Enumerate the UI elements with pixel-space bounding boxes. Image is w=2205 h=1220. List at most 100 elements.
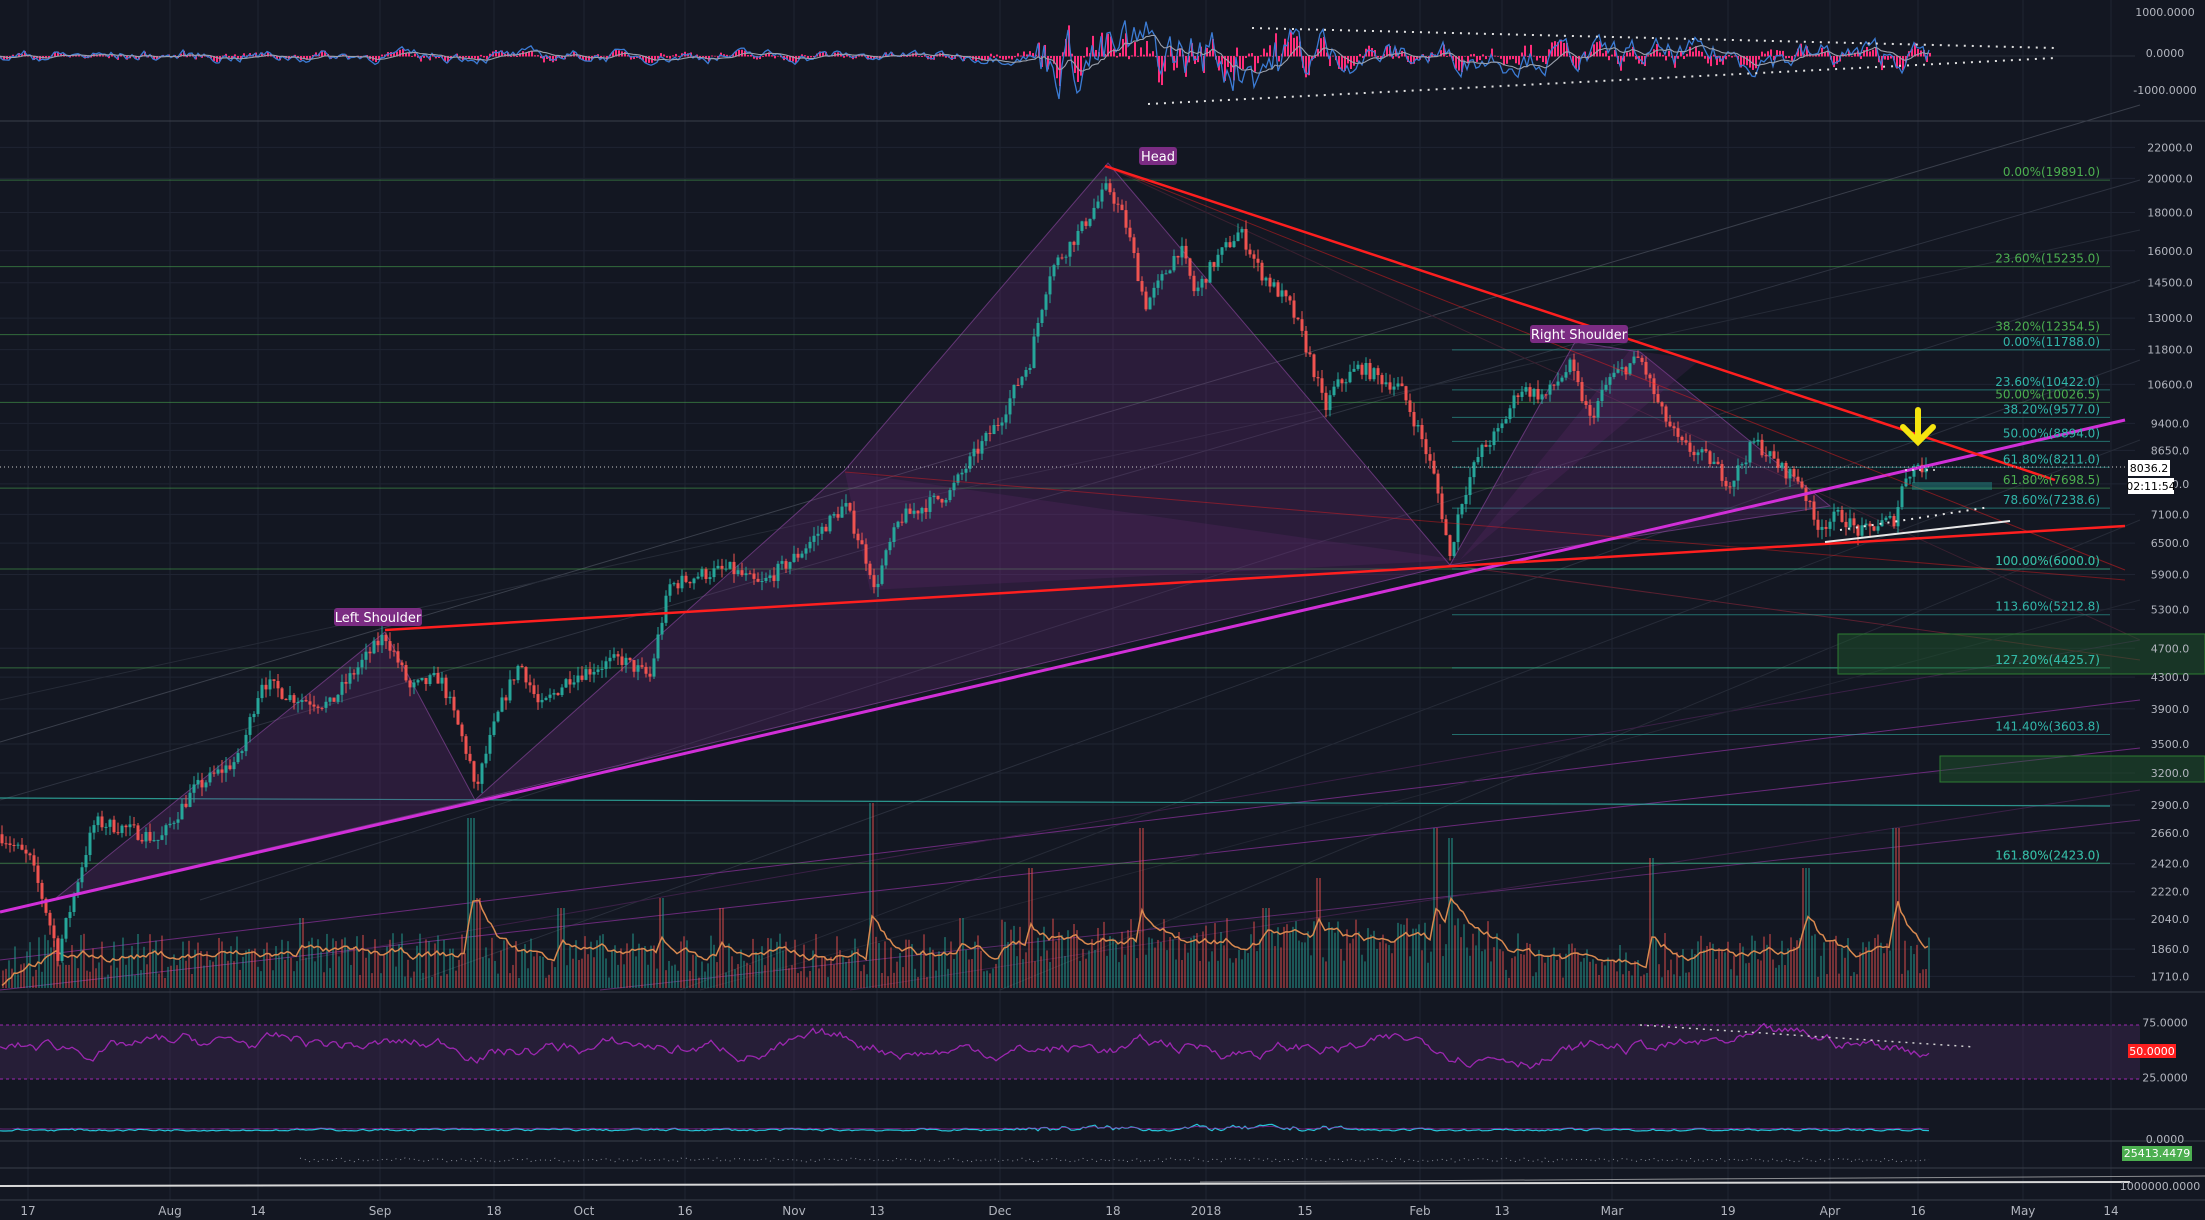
price-tick-label: 20000.0 [2147, 172, 2193, 185]
rsi-y-axis: 75.0000 25.0000 [2142, 1017, 2188, 1085]
left-shoulder-label-text: Left Shoulder [335, 611, 422, 626]
panel-separators [0, 120, 2205, 1201]
fib-level-label: 113.60%(5212.8) [1995, 600, 2100, 614]
price-tick-label: 2900.0 [2151, 799, 2190, 812]
price-panel[interactable]: Head Left Shoulder Right Shoulder 0.00%(… [0, 104, 2205, 991]
price-tick-label: 3900.0 [2151, 703, 2190, 716]
neckline-red [384, 524, 2126, 632]
price-tick-label: 7100.0 [2151, 508, 2190, 521]
price-tick-label: 18000.0 [2147, 207, 2193, 220]
time-tick-label: 13 [869, 1204, 884, 1218]
oscillator-tick-label: -1000.0000 [2133, 84, 2196, 97]
time-tick-label: Sep [369, 1204, 392, 1218]
price-tick-label: 22000.0 [2147, 141, 2193, 154]
fib-level-label: 127.20%(4425.7) [1995, 653, 2100, 667]
pattern-label-right-shoulder[interactable]: Right Shoulder [1530, 325, 1628, 343]
fib-level-label: 78.60%(7238.6) [2003, 493, 2100, 507]
indicator-3-tick-label: 1000000.0000 [2120, 1180, 2200, 1193]
indicator-panel-2[interactable] [0, 1123, 1930, 1132]
indicator-2-tick-label: 0.0000 [2146, 1133, 2185, 1146]
price-tick-label: 6500.0 [2151, 537, 2190, 550]
fib-level-label: 127.20%(4425.7) [1995, 653, 2100, 667]
last-price-value: 8036.2 [2130, 462, 2169, 475]
time-tick-label: 2018 [1191, 1204, 1222, 1218]
oscillator-tick-label: 0.0000 [2146, 47, 2185, 60]
head-label-text: Head [1141, 150, 1175, 165]
last-price-badge: 8036.2 [2128, 460, 2170, 476]
rsi-current-value: 50.0000 [2129, 1045, 2175, 1058]
countdown-badge: 02:11:54 [2126, 478, 2176, 494]
oscillator-tick-label: 1000.0000 [2135, 6, 2195, 19]
price-tick-label: 11800.0 [2147, 344, 2193, 357]
time-x-axis[interactable]: 17 Aug 14 Sep 18 Oct 16 Nov 13 Dec 18 2018 15 Feb 13 Ma… [20, 1204, 2118, 1218]
time-tick-label: 13 [1494, 1204, 1509, 1218]
time-tick-label: 16 [677, 1204, 692, 1218]
descending-resistance-red [1104, 164, 2056, 482]
time-tick-label: Oct [574, 1204, 595, 1218]
fib-level-label: 23.60%(10422.0) [1995, 375, 2100, 389]
price-tick-label: 14500.0 [2147, 277, 2193, 290]
fib-level-label: 100.00%(6000.0) [1995, 554, 2100, 568]
price-tick-label: 1710.0 [2151, 970, 2190, 983]
indicator-panel-3[interactable] [0, 1157, 2205, 1187]
target-boxes [1837, 482, 2205, 783]
time-tick-label: Aug [158, 1204, 181, 1218]
rsi-tick-label: 25.0000 [2142, 1072, 2188, 1085]
time-tick-label: Apr [1820, 1204, 1841, 1218]
rsi-band [0, 1025, 2140, 1079]
pattern-label-left-shoulder[interactable]: Left Shoulder [334, 608, 422, 626]
oscillator-panel[interactable] [0, 20, 2056, 105]
neckline-and-trendlines [0, 164, 2126, 914]
time-tick-label: 15 [1297, 1204, 1312, 1218]
oscillator-wedge-lines [1147, 27, 2056, 105]
indicator-3-dotted-line [299, 1157, 1930, 1163]
time-tick-label: 18 [1105, 1204, 1120, 1218]
time-tick-label: 14 [2103, 1204, 2118, 1218]
right-shoulder-label-text: Right Shoulder [1531, 328, 1628, 343]
price-tick-label: 2420.0 [2151, 858, 2190, 871]
time-tick-label: Feb [1409, 1204, 1430, 1218]
indicator-4-line [0, 1181, 2131, 1187]
price-tick-label: 10600.0 [2147, 378, 2193, 391]
purple-support-line [0, 418, 2126, 914]
price-tick-label: 2660.0 [2151, 827, 2190, 840]
price-tick-label: 16000.0 [2147, 245, 2193, 258]
fib-level-label: 61.80%(8211.0) [2003, 452, 2100, 466]
time-tick-label: 14 [250, 1204, 265, 1218]
oscillator-y-axis: 1000.0000 0.0000 -1000.0000 [2133, 6, 2196, 97]
price-tick-label: 3500.0 [2151, 738, 2190, 751]
rsi-value-badge: 50.0000 [2128, 1044, 2176, 1058]
fib-level-label: 161.80%(2423.0) [1995, 848, 2100, 862]
rsi-line [0, 1022, 1930, 1070]
fib-level-label: 0.00%(19891.0) [2003, 165, 2100, 179]
fib-level-label: 0.00%(11788.0) [2003, 335, 2100, 349]
price-tick-label: 13000.0 [2147, 312, 2193, 325]
volume-moving-average [1, 896, 1929, 986]
indicator-2-value-badge: 25413.4479 [2122, 1146, 2192, 1161]
indicator-2-y-axis: 0.0000 [2146, 1133, 2185, 1146]
rsi-tick-label: 75.0000 [2142, 1017, 2188, 1030]
countdown-value: 02:11:54 [2126, 480, 2175, 493]
price-tick-label: 3200.0 [2151, 767, 2190, 780]
price-tick-label: 5300.0 [2151, 603, 2190, 616]
oscillator-line-fast [0, 20, 1930, 100]
price-tick-label: 2040.0 [2151, 913, 2190, 926]
time-tick-label: 17 [20, 1204, 35, 1218]
yellow-down-arrow-icon [1900, 407, 1936, 447]
fib-level-label: 23.60%(15235.0) [1995, 252, 2100, 266]
time-tick-label: 18 [486, 1204, 501, 1218]
time-tick-label: May [2011, 1204, 2036, 1218]
fib-level-label: 161.80%(2423.0) [1995, 848, 2100, 862]
support-trendline-white [1824, 520, 2011, 543]
fib-level-label: 38.20%(9577.0) [2003, 402, 2100, 416]
price-candles [0, 176, 1928, 967]
fib-level-label: 100.00%(6000.0) [1995, 554, 2100, 568]
rsi-panel[interactable] [0, 1022, 2140, 1080]
time-tick-label: Dec [988, 1204, 1011, 1218]
price-tick-label: 5900.0 [2151, 569, 2190, 582]
price-tick-label: 4700.0 [2151, 642, 2190, 655]
pattern-label-head[interactable]: Head [1139, 147, 1177, 165]
fib-level-label: 141.40%(3603.8) [1995, 719, 2100, 733]
indicator-2-line-b [0, 1125, 1930, 1130]
